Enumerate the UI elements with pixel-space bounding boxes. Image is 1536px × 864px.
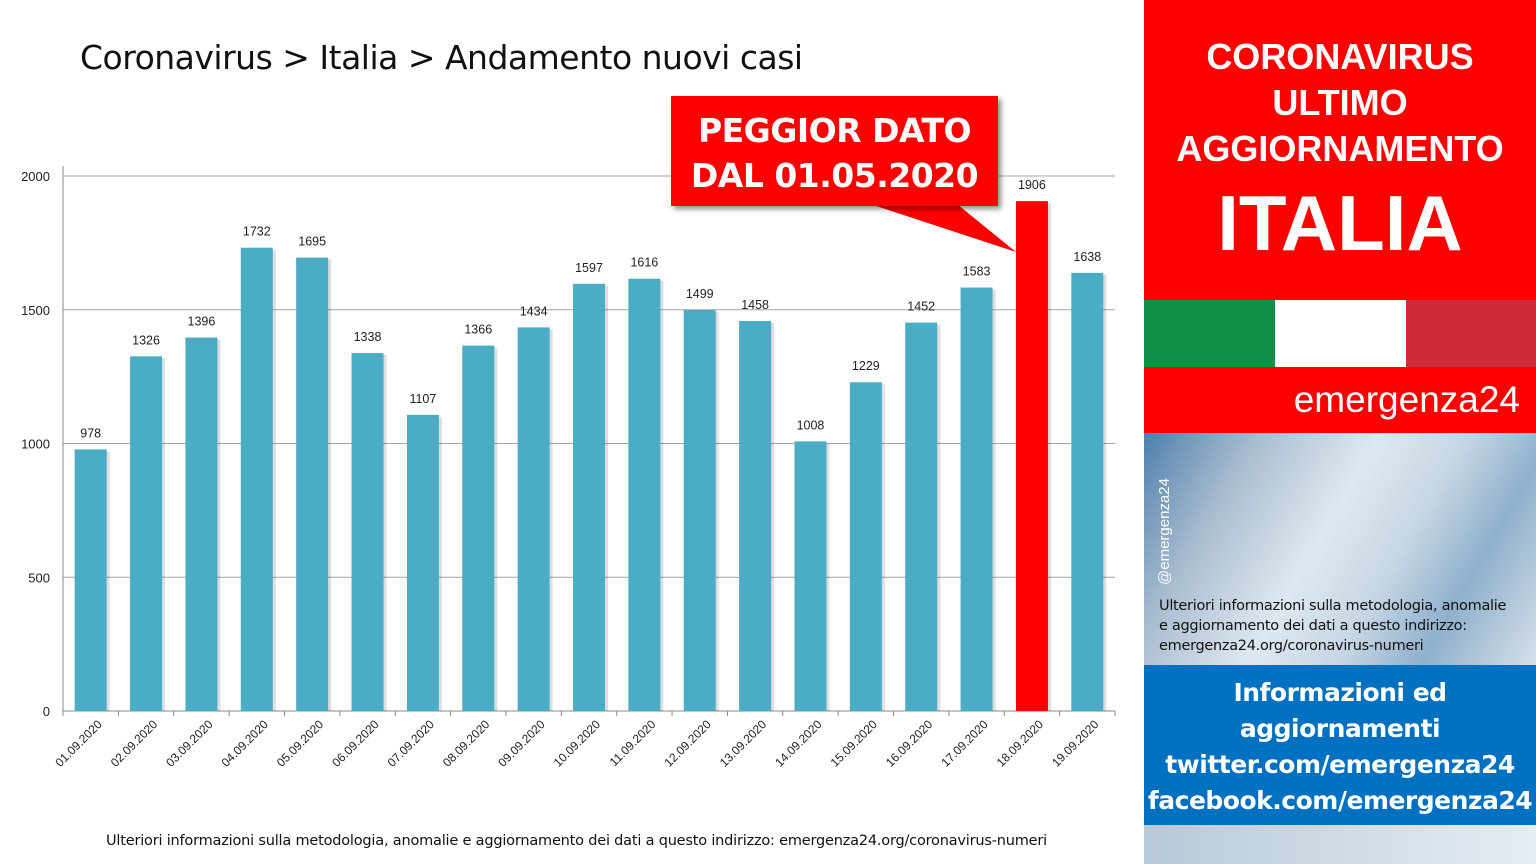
bar <box>351 353 384 711</box>
x-tick-label: 02.09.2020 <box>108 717 161 770</box>
bar-chart: 0 500 1000 1500 2000 978 01.09.2020 1326 02.09.2… <box>21 166 1116 770</box>
y-tick-label: 0 <box>43 704 50 719</box>
bar <box>74 449 107 711</box>
callout-line-2: DAL 01.05.2020 <box>690 156 979 195</box>
data-label: 1008 <box>797 418 825 432</box>
x-tick-label: 18.09.2020 <box>994 717 1047 770</box>
data-label: 1366 <box>464 323 492 337</box>
bar <box>130 356 163 711</box>
social-line-1: Informazioni ed <box>1233 678 1447 707</box>
banner-heading-line-2: ULTIMO <box>1272 82 1408 123</box>
data-label: 1434 <box>520 304 548 318</box>
x-tick-label: 15.09.2020 <box>828 717 881 770</box>
brand-name: emergenza24 <box>1293 379 1520 420</box>
panel-info-line-3: emergenza24.org/coronavirus-numeri <box>1159 638 1424 654</box>
banner-heading-line-1: CORONAVIRUS <box>1206 36 1474 77</box>
callout-line-1: PEGGIOR DATO <box>697 111 972 150</box>
data-label: 1229 <box>852 359 880 373</box>
facebook-link[interactable]: facebook.com/emergenza24 <box>1147 786 1533 815</box>
data-label: 1583 <box>963 265 991 279</box>
social-text: Informazioni ed aggiornamenti twitter.co… <box>1144 675 1536 819</box>
y-tick-label: 1000 <box>21 437 50 452</box>
data-label: 1906 <box>1018 178 1046 192</box>
methodology-note: Ulteriori informazioni sulla metodologia… <box>106 833 1047 849</box>
twitter-link[interactable]: twitter.com/emergenza24 <box>1165 750 1515 779</box>
background-photo <box>1144 433 1536 665</box>
bar <box>628 278 661 711</box>
data-label: 1695 <box>298 235 326 249</box>
callout-box: PEGGIOR DATO DAL 01.05.2020 <box>671 96 998 206</box>
panel-info-line-2: e aggiornamento dei dati a questo indiri… <box>1159 618 1467 634</box>
x-tick-label: 04.09.2020 <box>219 717 272 770</box>
bar <box>1071 272 1104 711</box>
y-tick-label: 500 <box>28 570 50 585</box>
data-label: 1326 <box>132 333 160 347</box>
panel-info-line-1: Ulteriori informazioni sulla metodologia… <box>1159 598 1507 614</box>
brand-bar: emergenza24 <box>1144 367 1536 433</box>
bar <box>573 283 605 711</box>
social-handle: @emergenza24 <box>1156 478 1173 585</box>
data-label: 1458 <box>741 298 769 312</box>
x-tick-label: 05.09.2020 <box>274 717 327 770</box>
flag-green-stripe <box>1144 300 1275 367</box>
x-tick-label: 11.09.2020 <box>607 717 659 769</box>
y-tick-label: 2000 <box>21 169 50 184</box>
bar <box>240 247 273 711</box>
x-tick-label: 07.09.2020 <box>385 717 438 770</box>
bar <box>905 322 938 711</box>
x-tick-label: 08.09.2020 <box>440 717 493 770</box>
bar <box>406 414 439 711</box>
side-panel: CORONAVIRUS ULTIMO AGGIORNAMENTO ITALIA … <box>1144 0 1536 864</box>
data-label: 1396 <box>188 315 216 329</box>
page-title: Coronavirus > Italia > Andamento nuovi c… <box>80 38 803 77</box>
bar <box>296 257 329 711</box>
x-tick-label: 12.09.2020 <box>661 717 714 770</box>
bar <box>462 345 495 711</box>
data-label: 1616 <box>630 256 658 270</box>
x-tick-label: 16.09.2020 <box>883 717 936 770</box>
y-tick-label: 1500 <box>21 303 50 318</box>
bar <box>960 287 993 711</box>
data-label: 978 <box>80 426 101 440</box>
x-tick-label: 06.09.2020 <box>329 717 382 770</box>
bar-highlight <box>1015 201 1048 711</box>
banner-heading-line-3: AGGIORNAMENTO <box>1176 128 1504 169</box>
x-tick-label: 10.09.2020 <box>551 717 604 770</box>
flag-red-stripe <box>1406 300 1536 367</box>
x-tick-label: 19.09.2020 <box>1049 717 1102 770</box>
update-banner: CORONAVIRUS ULTIMO AGGIORNAMENTO ITALIA <box>1144 0 1536 300</box>
bar <box>739 320 772 711</box>
data-label: 1638 <box>1073 250 1101 264</box>
data-label: 1732 <box>243 225 271 239</box>
data-label: 1107 <box>409 392 436 406</box>
social-box: Informazioni ed aggiornamenti twitter.co… <box>1144 665 1536 825</box>
data-label: 1452 <box>907 300 935 314</box>
x-tick-label: 13.09.2020 <box>717 717 770 770</box>
x-tick-label: 01.09.2020 <box>52 717 105 770</box>
banner-heading: CORONAVIRUS ULTIMO AGGIORNAMENTO <box>1144 34 1536 172</box>
country-name: ITALIA <box>1217 179 1463 267</box>
bar <box>683 310 716 711</box>
flag-white-stripe <box>1275 300 1406 367</box>
data-label: 1338 <box>354 330 382 344</box>
panel-footer-strip <box>1144 825 1536 864</box>
x-tick-label: 17.09.2020 <box>938 717 991 770</box>
bar <box>849 382 882 711</box>
x-tick-label: 03.09.2020 <box>163 717 216 770</box>
callout-pointer <box>858 200 1016 252</box>
callout-text: PEGGIOR DATO DAL 01.05.2020 <box>671 108 998 198</box>
x-tick-label: 09.09.2020 <box>495 717 548 770</box>
bar <box>794 441 827 711</box>
panel-info-text: Ulteriori informazioni sulla metodologia… <box>1159 596 1529 656</box>
bar <box>517 327 550 711</box>
bar <box>185 337 218 711</box>
data-label: 1597 <box>575 261 603 275</box>
data-label: 1499 <box>686 287 714 301</box>
x-tick-label: 14.09.2020 <box>772 717 825 770</box>
social-line-2: aggiornamenti <box>1239 714 1441 743</box>
